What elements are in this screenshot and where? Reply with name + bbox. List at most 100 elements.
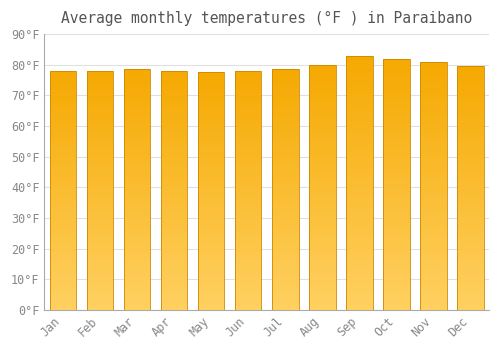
- Bar: [420, 220, 446, 225]
- Bar: [272, 247, 298, 252]
- Bar: [272, 108, 298, 113]
- Bar: [457, 174, 483, 178]
- Bar: [346, 259, 372, 264]
- Bar: [383, 265, 409, 270]
- Bar: [457, 193, 483, 198]
- Bar: [457, 261, 483, 266]
- Bar: [50, 80, 76, 85]
- Bar: [86, 128, 114, 133]
- Bar: [457, 154, 483, 159]
- Bar: [309, 231, 336, 236]
- Bar: [198, 305, 224, 310]
- Bar: [420, 97, 446, 102]
- Bar: [198, 258, 224, 262]
- Bar: [86, 176, 114, 181]
- Bar: [272, 170, 298, 175]
- Bar: [383, 124, 409, 129]
- Bar: [383, 59, 409, 310]
- Bar: [309, 217, 336, 222]
- Bar: [124, 238, 150, 243]
- Bar: [161, 233, 188, 238]
- Bar: [161, 85, 188, 90]
- Bar: [50, 76, 76, 80]
- Bar: [309, 290, 336, 295]
- Bar: [50, 295, 76, 300]
- Bar: [272, 190, 298, 194]
- Bar: [457, 66, 483, 71]
- Bar: [235, 233, 262, 238]
- Bar: [272, 180, 298, 185]
- Bar: [198, 144, 224, 148]
- Bar: [309, 271, 336, 275]
- Bar: [50, 133, 76, 138]
- Bar: [420, 136, 446, 141]
- Bar: [309, 202, 336, 207]
- Bar: [383, 114, 409, 119]
- Bar: [457, 76, 483, 81]
- Bar: [235, 157, 262, 162]
- Bar: [383, 194, 409, 199]
- Bar: [383, 229, 409, 234]
- Bar: [198, 115, 224, 120]
- Bar: [346, 208, 372, 213]
- Bar: [272, 214, 298, 218]
- Bar: [198, 158, 224, 163]
- Bar: [383, 234, 409, 239]
- Bar: [161, 276, 188, 281]
- Bar: [124, 170, 150, 175]
- Bar: [457, 290, 483, 295]
- Bar: [124, 103, 150, 108]
- Bar: [86, 104, 114, 109]
- Bar: [383, 199, 409, 204]
- Bar: [161, 162, 188, 167]
- Bar: [346, 233, 372, 239]
- Bar: [309, 275, 336, 280]
- Bar: [86, 138, 114, 142]
- Bar: [346, 229, 372, 233]
- Bar: [420, 72, 446, 77]
- Bar: [309, 65, 336, 70]
- Bar: [346, 264, 372, 269]
- Bar: [235, 76, 262, 80]
- Bar: [124, 209, 150, 214]
- Bar: [346, 289, 372, 294]
- Bar: [457, 285, 483, 290]
- Bar: [272, 281, 298, 286]
- Bar: [161, 142, 188, 147]
- Bar: [86, 290, 114, 295]
- Bar: [198, 229, 224, 234]
- Bar: [272, 223, 298, 228]
- Bar: [235, 171, 262, 176]
- Bar: [420, 151, 446, 156]
- Bar: [161, 272, 188, 276]
- Bar: [50, 276, 76, 281]
- Bar: [161, 109, 188, 114]
- Bar: [124, 290, 150, 295]
- Bar: [383, 109, 409, 114]
- Bar: [309, 153, 336, 158]
- Bar: [235, 305, 262, 310]
- Bar: [346, 300, 372, 304]
- Bar: [235, 252, 262, 257]
- Bar: [272, 146, 298, 151]
- Bar: [86, 281, 114, 286]
- Bar: [161, 295, 188, 300]
- Bar: [346, 56, 372, 61]
- Bar: [309, 168, 336, 173]
- Bar: [420, 255, 446, 260]
- Bar: [457, 149, 483, 154]
- Bar: [50, 119, 76, 124]
- Bar: [161, 80, 188, 85]
- Bar: [235, 219, 262, 224]
- Bar: [457, 120, 483, 125]
- Bar: [457, 271, 483, 276]
- Bar: [198, 167, 224, 172]
- Bar: [383, 250, 409, 254]
- Bar: [346, 254, 372, 259]
- Bar: [198, 248, 224, 253]
- Bar: [50, 167, 76, 171]
- Bar: [235, 109, 262, 114]
- Bar: [124, 98, 150, 103]
- Bar: [309, 285, 336, 290]
- Bar: [309, 280, 336, 285]
